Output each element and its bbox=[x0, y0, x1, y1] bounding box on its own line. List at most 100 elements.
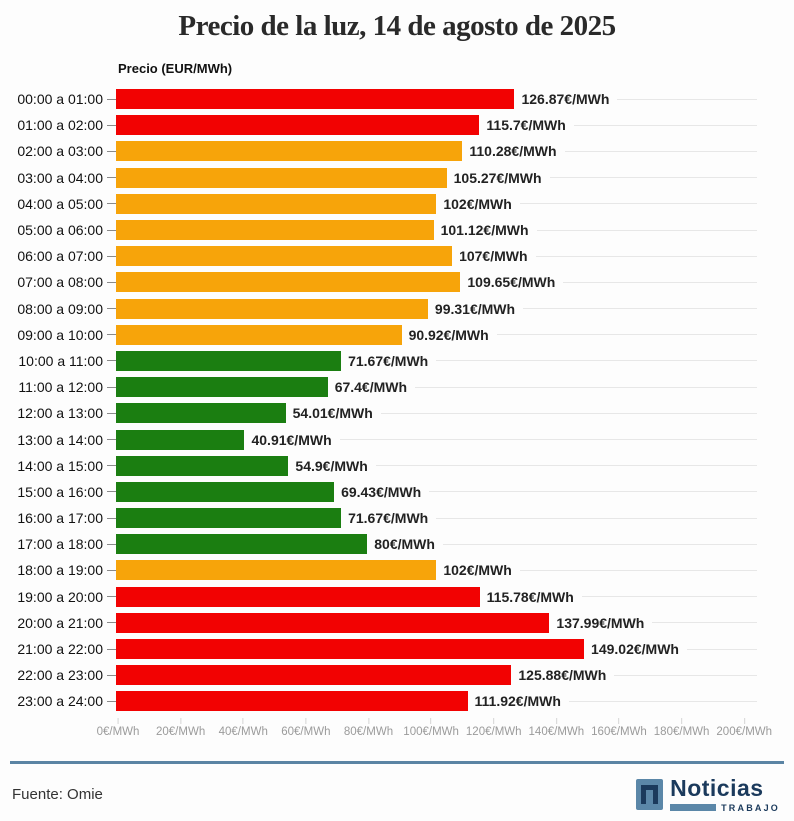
price-value-label: 115.78€/MWh bbox=[486, 588, 574, 605]
chart-row: 11:00 a 12:00 67.4€/MWh bbox=[0, 374, 794, 400]
gridline bbox=[568, 700, 757, 702]
gridline bbox=[375, 465, 757, 467]
gridline bbox=[652, 622, 757, 624]
chart-row: 14:00 a 15:00 54.9€/MWh bbox=[0, 453, 794, 479]
price-bar bbox=[116, 167, 447, 188]
chart-row: 16:00 a 17:00 71.67€/MWh bbox=[0, 505, 794, 531]
chart-row: 20:00 a 21:00 137.99€/MWh bbox=[0, 610, 794, 636]
chart-row: 00:00 a 01:00 126.87€/MWh bbox=[0, 86, 794, 112]
hour-label: 18:00 a 19:00 bbox=[17, 562, 103, 579]
price-bar bbox=[116, 665, 512, 686]
price-value-label: 109.65€/MWh bbox=[467, 274, 556, 291]
price-value-label: 137.99€/MWh bbox=[556, 614, 645, 631]
hour-label: 07:00 a 08:00 bbox=[17, 274, 103, 291]
price-bar bbox=[116, 691, 468, 712]
y-axis-tick bbox=[107, 674, 116, 676]
y-axis-tick bbox=[107, 491, 116, 493]
x-axis-tick-label: 20€/MWh bbox=[156, 725, 206, 738]
page-title: Precio de la luz, 14 de agosto de 2025 bbox=[178, 10, 616, 42]
price-bar bbox=[116, 324, 402, 345]
price-value-label: 54.01€/MWh bbox=[292, 405, 373, 422]
gridline bbox=[519, 569, 757, 571]
price-bar bbox=[116, 560, 437, 581]
price-bar bbox=[116, 534, 368, 555]
gridline bbox=[563, 281, 757, 283]
y-axis-tick bbox=[107, 543, 116, 545]
hour-label: 11:00 a 12:00 bbox=[18, 379, 103, 396]
x-axis-tick-mark bbox=[242, 717, 244, 724]
gridline bbox=[573, 124, 757, 126]
hour-label: 17:00 a 18:00 bbox=[17, 536, 103, 553]
gridline bbox=[536, 229, 757, 231]
x-axis-tick-mark bbox=[367, 717, 369, 724]
chart-row: 02:00 a 03:00 110.28€/MWh bbox=[0, 138, 794, 164]
gridline bbox=[519, 203, 757, 205]
price-value-label: 105.27€/MWh bbox=[453, 169, 542, 186]
price-bar bbox=[116, 429, 245, 450]
hour-label: 06:00 a 07:00 bbox=[17, 248, 103, 265]
x-axis-tick-label: 60€/MWh bbox=[281, 725, 331, 738]
price-value-label: 107€/MWh bbox=[459, 248, 528, 265]
x-axis-tick-mark bbox=[117, 717, 119, 724]
price-value-label: 125.88€/MWh bbox=[518, 667, 607, 684]
price-bar bbox=[116, 350, 342, 371]
y-axis-tick bbox=[107, 648, 116, 650]
price-value-label: 90.92€/MWh bbox=[408, 326, 489, 343]
chart-row: 05:00 a 06:00 101.12€/MWh bbox=[0, 217, 794, 243]
x-axis-tick-label: 0€/MWh bbox=[96, 725, 140, 738]
hour-label: 00:00 a 01:00 bbox=[17, 91, 103, 108]
hour-label: 02:00 a 03:00 bbox=[17, 143, 103, 160]
x-axis-tick-mark bbox=[493, 717, 495, 724]
hour-label: 05:00 a 06:00 bbox=[17, 222, 103, 239]
footer-divider bbox=[10, 760, 784, 764]
chart-row: 07:00 a 08:00 109.65€/MWh bbox=[0, 269, 794, 295]
chart-row: 15:00 a 16:00 69.43€/MWh bbox=[0, 479, 794, 505]
chart-rows: 00:00 a 01:00 126.87€/MWh 01:00 a 02:00 115… bbox=[0, 86, 794, 715]
price-bar bbox=[116, 403, 286, 424]
price-bar bbox=[116, 612, 550, 633]
y-axis-tick bbox=[107, 386, 116, 388]
price-bar bbox=[116, 115, 480, 136]
logo-subtitle: TRABAJO bbox=[721, 802, 780, 813]
x-axis-tick-label: 180€/MWh bbox=[653, 725, 710, 738]
hour-label: 16:00 a 17:00 bbox=[17, 510, 103, 527]
price-value-label: 99.31€/MWh bbox=[434, 300, 516, 317]
logo-name: Noticias bbox=[670, 774, 764, 801]
hour-label: 01:00 a 02:00 bbox=[17, 117, 103, 134]
x-axis-tick-label: 80€/MWh bbox=[343, 725, 394, 738]
x-axis: 0€/MWh 20€/MWh 40€/MWh 60€/MWh 80€/MWh 100€/M… bbox=[97, 717, 772, 746]
chart-row: 06:00 a 07:00 107€/MWh bbox=[0, 243, 794, 269]
y-axis-tick bbox=[107, 700, 116, 702]
price-bar bbox=[116, 586, 480, 607]
price-bar bbox=[116, 89, 515, 110]
hour-label: 15:00 a 16:00 bbox=[17, 483, 103, 500]
logo-n-glyph bbox=[636, 779, 664, 810]
price-bar bbox=[116, 141, 463, 162]
source-note: Fuente: Omie bbox=[12, 786, 103, 803]
hour-label: 23:00 a 24:00 bbox=[17, 693, 103, 710]
y-axis-tick bbox=[107, 517, 116, 519]
price-value-label: 111.92€/MWh bbox=[474, 693, 561, 710]
y-axis-tick bbox=[107, 622, 116, 624]
price-bar bbox=[116, 508, 342, 529]
y-axis-tick bbox=[107, 334, 116, 336]
x-axis-tick-mark bbox=[305, 717, 307, 724]
price-bar bbox=[116, 193, 437, 214]
gridline bbox=[549, 177, 757, 179]
hour-label: 04:00 a 05:00 bbox=[17, 195, 103, 212]
y-axis-tick bbox=[107, 465, 116, 467]
chart-row: 23:00 a 24:00 111.92€/MWh bbox=[0, 688, 794, 714]
y-axis-tick bbox=[107, 203, 116, 205]
footer: Fuente: Omie Noticias TRABAJO bbox=[0, 760, 794, 813]
price-value-label: 71.67€/MWh bbox=[348, 352, 429, 369]
price-bar bbox=[116, 455, 289, 476]
y-axis-tick bbox=[107, 412, 116, 414]
hour-label: 03:00 a 04:00 bbox=[17, 169, 103, 186]
hour-label: 20:00 a 21:00 bbox=[17, 614, 103, 631]
gridline bbox=[617, 98, 757, 100]
gridline bbox=[380, 412, 757, 414]
hour-label: 10:00 a 11:00 bbox=[18, 352, 103, 369]
price-value-label: 102€/MWh bbox=[443, 562, 512, 579]
x-axis-tick-mark bbox=[180, 717, 182, 724]
